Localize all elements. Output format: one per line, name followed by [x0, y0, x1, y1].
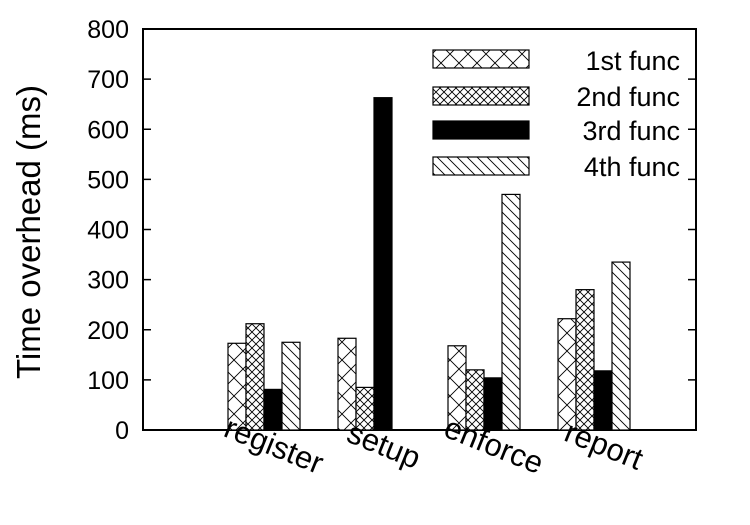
y-tick-label: 300 [87, 267, 129, 295]
legend-swatch-1st-func [432, 49, 530, 69]
legend-label-2nd-func: 2nd func [576, 82, 680, 112]
bar-setup-3rd-func [373, 97, 393, 431]
y-tick-label: 500 [87, 166, 129, 194]
legend-swatch-4th-func [432, 156, 530, 176]
bar-report-4th-func [611, 261, 631, 431]
y-axis-ticks: 0 100 200 300 400 500 600 700 800 [87, 16, 696, 445]
bar-enforce-4th-func [501, 193, 521, 431]
legend-swatch-3rd-func [432, 120, 530, 140]
y-tick-label: 400 [87, 217, 129, 245]
bar-setup-1st-func [337, 337, 357, 431]
bar-register-2nd-func [245, 323, 265, 431]
bar-enforce-3rd-func [483, 377, 503, 431]
y-axis-label: Time overhead (ms) [10, 85, 47, 379]
y-tick-label: 100 [87, 367, 129, 395]
legend-label-3rd-func: 3rd func [582, 116, 680, 146]
y-tick-label: 700 [87, 66, 129, 94]
bars [227, 97, 631, 431]
bar-report-2nd-func [575, 289, 595, 431]
y-tick-label: 600 [87, 116, 129, 144]
y-tick-label: 0 [115, 417, 129, 445]
y-tick-label: 800 [87, 16, 129, 44]
legend-label-1st-func: 1st func [585, 46, 680, 76]
bar-register-4th-func [281, 341, 301, 431]
bar-report-3rd-func [593, 370, 613, 431]
legend-label-4th-func: 4th func [584, 152, 680, 182]
legend-swatch-2nd-func [432, 86, 530, 106]
y-tick-label: 200 [87, 317, 129, 345]
legend: 1st func 2nd func 3rd func 4th func [432, 46, 680, 182]
